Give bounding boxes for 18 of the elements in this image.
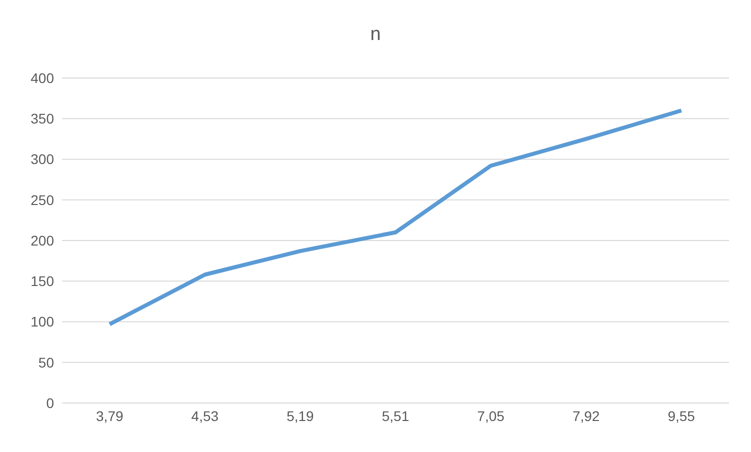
y-tick-label: 100: [30, 314, 54, 330]
x-tick-label: 7,05: [477, 408, 505, 424]
y-tick-label: 400: [30, 70, 54, 86]
y-tick-label: 0: [46, 394, 54, 411]
x-tick-label: 5,19: [286, 408, 314, 424]
y-tick-label: 150: [30, 273, 54, 290]
x-tick-label: 9,55: [668, 408, 696, 424]
y-tick-label: 50: [38, 354, 54, 370]
y-tick-label: 200: [30, 232, 54, 248]
y-tick-label: 250: [30, 192, 54, 208]
x-tick-label: 5,51: [382, 408, 410, 424]
x-tick-label: 4,53: [191, 408, 219, 424]
y-tick-label: 300: [30, 151, 54, 168]
chart-title: n: [369, 24, 382, 46]
x-tick-label: 7,92: [572, 408, 600, 424]
line-series: [108, 108, 684, 326]
y-tick-label: 350: [30, 110, 54, 127]
x-tick-label: 3,79: [96, 408, 124, 424]
